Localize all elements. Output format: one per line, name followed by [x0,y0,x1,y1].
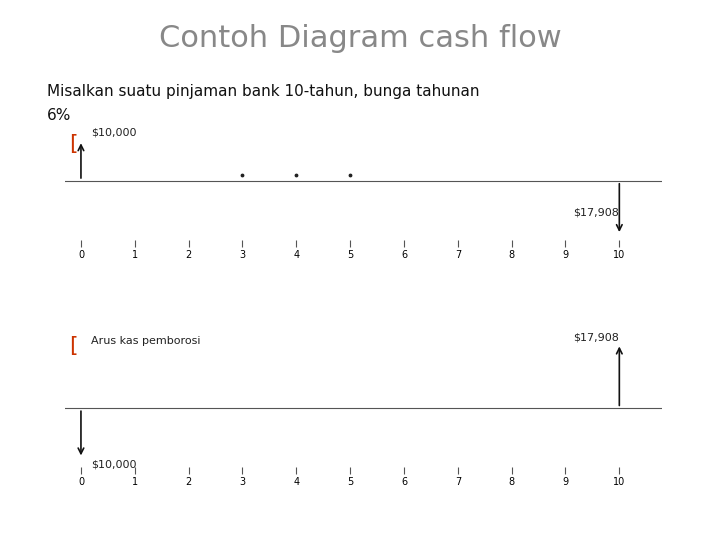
Text: Contoh Diagram cash flow: Contoh Diagram cash flow [158,24,562,53]
Text: Misalkan suatu pinjaman bank 10-tahun, bunga tahunan: Misalkan suatu pinjaman bank 10-tahun, b… [47,84,480,99]
Text: $10,000: $10,000 [91,127,136,138]
Text: $10,000: $10,000 [91,460,136,470]
Text: [: [ [69,133,78,154]
Text: [: [ [69,336,78,356]
Text: $17,908: $17,908 [574,208,619,218]
Text: $17,908: $17,908 [574,332,619,342]
Text: Arus kas pemborosi: Arus kas pemborosi [91,336,200,346]
Text: 6%: 6% [47,108,71,123]
